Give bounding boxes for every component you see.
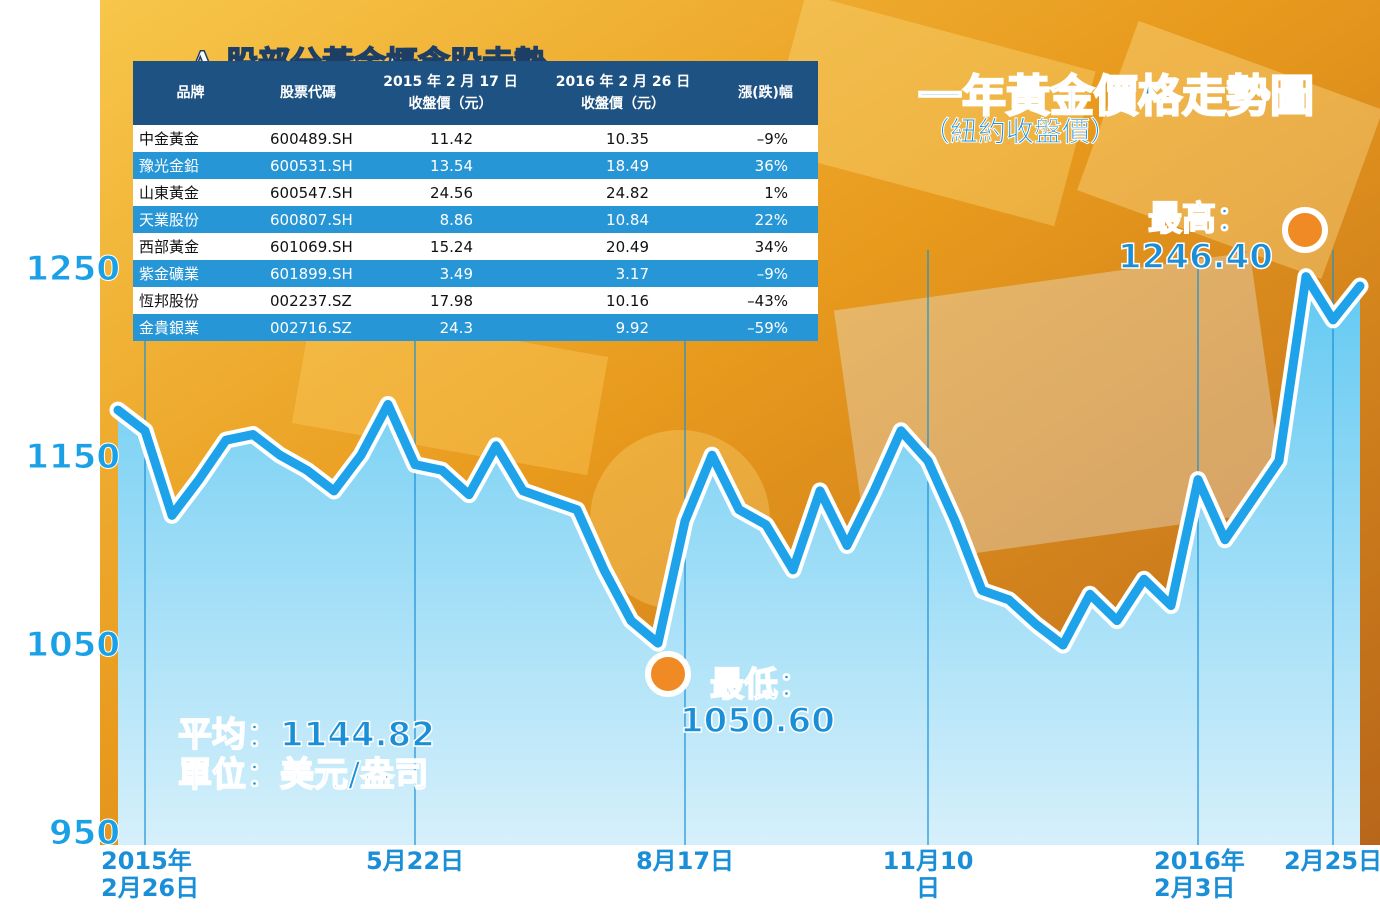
table-cell: 9.92	[533, 314, 713, 341]
table-cell: 恆邦股份	[133, 287, 248, 314]
baseline-band	[0, 845, 1380, 918]
x-tick-label: 8月17日	[635, 847, 735, 875]
table-header-cell: 品牌	[133, 61, 248, 125]
table-row: 豫光金鉛 600531.SH 13.54 18.49 36%	[133, 152, 818, 179]
table-cell: 601069.SH	[248, 233, 368, 260]
table-cell: 18.49	[533, 152, 713, 179]
table-cell: 1%	[713, 179, 818, 206]
table-cell: 3.49	[368, 260, 533, 287]
x-tick-label: 11月10日	[882, 847, 974, 902]
table-cell: 22%	[713, 206, 818, 233]
table: 品牌 股票代碼 2015 年 2 月 17 日 收盤價（元） 2016 年 2 月 2…	[133, 61, 818, 341]
table-cell: 13.54	[368, 152, 533, 179]
table-cell: –43%	[713, 287, 818, 314]
table-cell: 002237.SZ	[248, 287, 368, 314]
table-cell: 24.3	[368, 314, 533, 341]
table-cell: 紫金礦業	[133, 260, 248, 287]
table-header-cell: 股票代碼	[248, 61, 368, 125]
table-header: 品牌 股票代碼 2015 年 2 月 17 日 收盤價（元） 2016 年 2 月 2…	[133, 61, 818, 125]
area	[118, 276, 1360, 845]
table-cell: 600547.SH	[248, 179, 368, 206]
y-tick-label: 1250	[25, 249, 121, 290]
chart-title: 一年黃金價格走勢圖	[917, 70, 1315, 123]
table-row: 天業股份 600807.SH 8.86 10.84 22%	[133, 206, 818, 233]
table-cell: 20.49	[533, 233, 713, 260]
y-tick-label: 950	[49, 813, 121, 854]
table-cell: 山東黃金	[133, 179, 248, 206]
table-cell: –9%	[713, 125, 818, 152]
table-cell: –59%	[713, 314, 818, 341]
table-cell: 002716.SZ	[248, 314, 368, 341]
table-cell: 17.98	[368, 287, 533, 314]
table-cell: 西部黃金	[133, 233, 248, 260]
table-row: 山東黃金 600547.SH 24.56 24.82 1%	[133, 179, 818, 206]
table-cell: 24.56	[368, 179, 533, 206]
y-tick-label: 1050	[25, 625, 121, 666]
table-cell: 24.82	[533, 179, 713, 206]
x-tick-label: 2月25日	[1283, 847, 1380, 875]
table-cell: 600531.SH	[248, 152, 368, 179]
table-header-cell: 2016 年 2 月 26 日 收盤價（元）	[533, 61, 713, 125]
table-cell: 601899.SH	[248, 260, 368, 287]
table-cell: 15.24	[368, 233, 533, 260]
annotation: 1246.40	[1117, 237, 1273, 277]
table-row: 中金黃金 600489.SH 11.42 10.35 –9%	[133, 125, 818, 152]
table-row: 金貴銀業 002716.SZ 24.3 9.92 –59%	[133, 314, 818, 341]
table-cell: 天業股份	[133, 206, 248, 233]
x-tick-label: 5月22日	[365, 847, 465, 875]
table-row: 西部黃金 601069.SH 15.24 20.49 34%	[133, 233, 818, 260]
table-row: 紫金礦業 601899.SH 3.49 3.17 –9%	[133, 260, 818, 287]
table-cell: 10.35	[533, 125, 713, 152]
annotation: 單位：美元/盎司	[177, 755, 429, 795]
table-cell: 10.84	[533, 206, 713, 233]
annotation: 最低：	[709, 665, 813, 705]
table-cell: 600489.SH	[248, 125, 368, 152]
table-cell: –9%	[713, 260, 818, 287]
annotation: 1050.60	[679, 701, 835, 741]
table-header-cell: 2015 年 2 月 17 日 收盤價（元）	[368, 61, 533, 125]
x-tick-label: 2016年 2月3日	[1154, 847, 1245, 902]
table-cell: 36%	[713, 152, 818, 179]
table-cell: 8.86	[368, 206, 533, 233]
annotation: 最高：	[1147, 199, 1251, 239]
table-cell: 11.42	[368, 125, 533, 152]
line	[113, 272, 1365, 650]
table-cell: 豫光金鉛	[133, 152, 248, 179]
chart-subtitle: （紐約收盤價）	[921, 115, 1119, 149]
table-cell: 10.16	[533, 287, 713, 314]
table-cell: 3.17	[533, 260, 713, 287]
low-marker	[645, 651, 691, 697]
table-cell: 600807.SH	[248, 206, 368, 233]
high-marker	[1282, 207, 1328, 253]
table-header-cell: 漲(跌)幅	[713, 61, 818, 125]
table-cell: 34%	[713, 233, 818, 260]
table-cell: 中金黃金	[133, 125, 248, 152]
x-tick-label: 2015年 2月26日	[101, 847, 200, 902]
y-tick-label: 1150	[25, 437, 121, 478]
table-row: 恆邦股份 002237.SZ 17.98 10.16 –43%	[133, 287, 818, 314]
table-cell: 金貴銀業	[133, 314, 248, 341]
annotation: 平均：1144.82	[177, 715, 435, 755]
